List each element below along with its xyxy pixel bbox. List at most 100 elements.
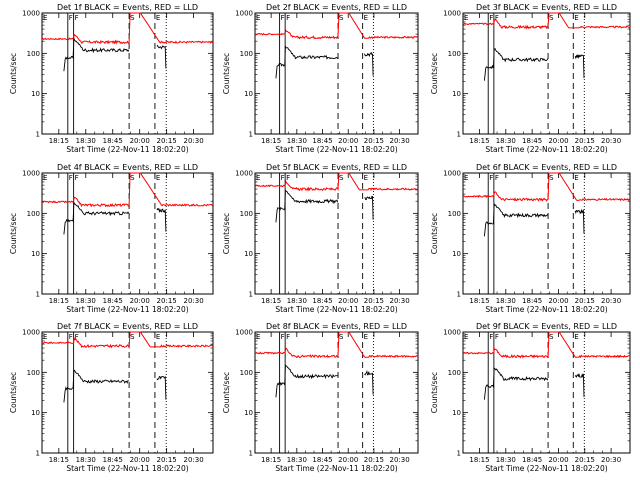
marker-label: S [130,174,135,182]
marker-label: F [495,333,499,341]
panel-det-6: Det 6f BLACK = Events, RED = LLD 1 10 100 10… [430,163,631,314]
x-tick-label: 20:15 [157,137,177,145]
y-tick-label: 100 [448,50,461,58]
marker-label: S [339,174,344,182]
panel-det-2: Det 2f BLACK = Events, RED = LLD 1 10 100 10… [222,3,419,154]
marker-label: F [69,14,73,22]
y-tick-label: 1000 [235,10,253,18]
marker-label: E [256,14,260,22]
x-tick-label: 20:00 [130,297,150,305]
marker-label: E [364,333,368,341]
x-tick-label: 18:45 [522,137,542,145]
x-tick-label: 18:30 [76,137,96,145]
events-series-line-after [156,207,167,232]
marker-label: S [130,333,135,341]
x-tick-label: 20:30 [601,297,621,305]
marker-label: F [75,14,79,22]
x-tick-label: 20:00 [548,137,568,145]
y-tick-label: 100 [27,210,40,218]
x-tick-label: 18:30 [76,297,96,305]
x-axis-label: Start Time (22-Nov-11 18:02:20) [275,464,397,473]
marker-label: F [489,14,493,22]
marker-label: S [339,333,344,341]
marker-label: F [286,174,290,182]
y-axis-label: Counts/sec [430,372,439,413]
panel-title: Det 2f BLACK = Events, RED = LLD [266,3,407,12]
marker-label: E [464,333,468,341]
x-tick-label: 20:00 [548,456,568,464]
lld-series-line [462,172,630,202]
y-tick-label: 1000 [443,329,461,337]
x-tick-label: 20:30 [184,456,204,464]
y-tick-label: 1 [36,449,40,457]
marker-label: E [43,14,47,22]
marker-label: E [256,333,260,341]
y-tick-label: 100 [448,210,461,218]
x-axis-label: Start Time (22-Nov-11 18:02:20) [485,145,607,154]
y-tick-label: 100 [27,369,40,377]
events-series-line [275,190,339,223]
y-axis-label: Counts/sec [222,372,231,413]
x-tick-label: 20:15 [575,456,595,464]
y-tick-label: 100 [240,50,253,58]
marker-label: E [574,333,578,341]
x-tick-label: 18:30 [496,137,516,145]
marker-label: E [464,174,468,182]
x-tick-label: 20:15 [364,456,384,464]
panel-title: Det 1f BLACK = Events, RED = LLD [57,3,198,12]
events-series-line-after [364,195,374,220]
marker-label: E [364,174,368,182]
y-tick-label: 1000 [22,329,40,337]
y-tick-label: 1 [36,130,40,138]
x-tick-label: 20:00 [338,297,358,305]
x-tick-label: 18:45 [522,297,542,305]
lld-series-line [462,331,630,359]
y-axis-label: Counts/sec [9,53,18,94]
x-tick-label: 20:30 [390,137,410,145]
y-tick-label: 10 [31,250,40,258]
y-axis-label: Counts/sec [9,213,18,254]
y-tick-label: 1000 [443,10,461,18]
x-tick-label: 20:15 [157,297,177,305]
y-tick-label: 10 [452,409,461,417]
x-tick-label: 20:30 [601,456,621,464]
x-tick-label: 18:15 [261,297,281,305]
x-tick-label: 20:00 [130,456,150,464]
lld-series-line [254,172,419,192]
y-tick-label: 1 [249,449,253,457]
marker-label: E [464,14,468,22]
x-tick-label: 20:00 [130,137,150,145]
marker-label: E [43,174,47,182]
marker-label: S [339,14,344,22]
marker-label: F [281,174,285,182]
panel-det-7: Det 7f BLACK = Events, RED = LLD 1 10 100 10… [9,322,214,473]
panel-title: Det 4f BLACK = Events, RED = LLD [57,163,198,172]
y-tick-label: 1 [457,449,461,457]
y-tick-label: 1 [249,290,253,298]
x-axis-label: Start Time (22-Nov-11 18:02:20) [66,464,188,473]
marker-label: F [75,333,79,341]
x-tick-label: 18:15 [469,137,489,145]
x-tick-label: 20:30 [390,297,410,305]
x-tick-label: 18:45 [103,297,123,305]
events-series-line-after [156,44,167,69]
x-tick-label: 20:15 [575,137,595,145]
events-series-line [63,38,130,72]
marker-label: F [69,174,73,182]
x-tick-label: 18:45 [103,137,123,145]
x-tick-label: 20:00 [338,456,358,464]
x-tick-label: 20:15 [364,297,384,305]
x-axis-label: Start Time (22-Nov-11 18:02:20) [275,305,397,314]
x-tick-label: 20:30 [184,297,204,305]
x-tick-label: 18:30 [287,456,307,464]
marker-label: F [75,174,79,182]
lld-series-line [41,172,214,208]
marker-label: F [489,174,493,182]
marker-label: E [156,333,160,341]
marker-label: E [256,174,260,182]
x-tick-label: 18:15 [469,456,489,464]
lld-series-line [254,331,419,359]
panel-det-8: Det 8f BLACK = Events, RED = LLD 1 10 100 10… [222,322,419,473]
panel-det-1: Det 1f BLACK = Events, RED = LLD 1 10 100 10… [9,3,214,154]
